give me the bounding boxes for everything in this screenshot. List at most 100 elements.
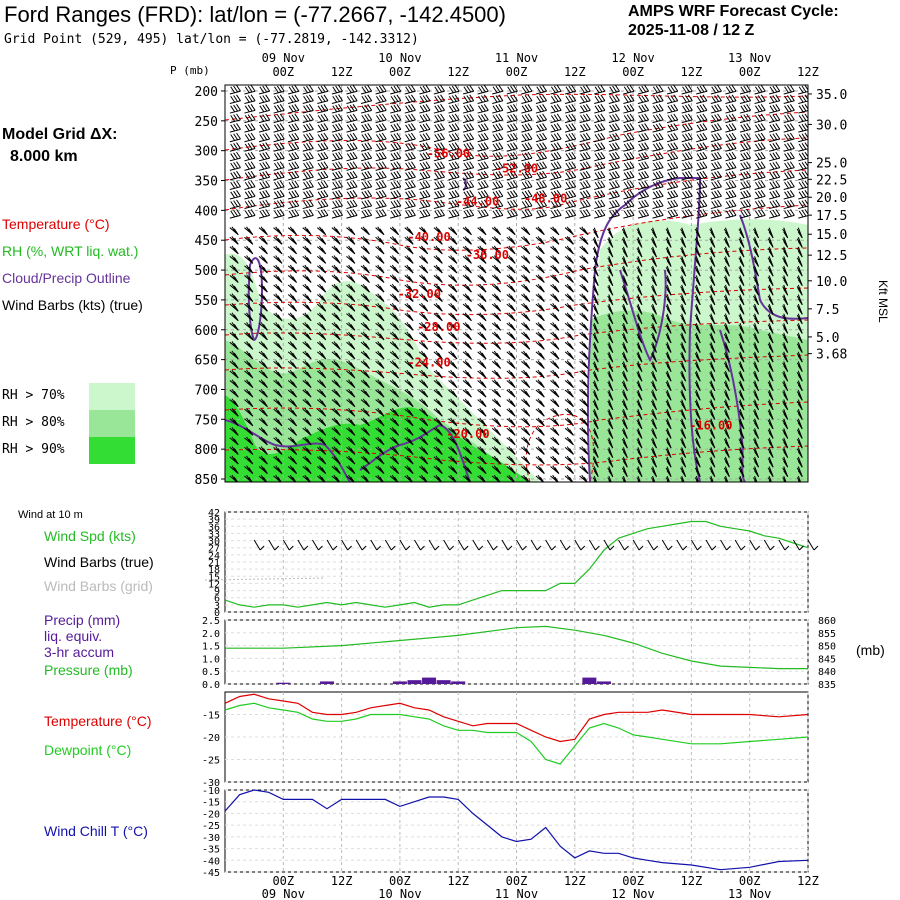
wind-barb [433,341,443,350]
wind-barb [492,195,503,200]
wind-barb-flag [333,236,339,243]
wind-barb-flag [367,104,373,111]
wind-barb-flag [665,276,671,284]
wind-barb-flag [510,123,515,131]
wind-barb [550,148,562,152]
wind-barb [535,408,545,417]
wind-barb-flag [450,388,456,396]
wind-barb-flag [492,143,498,151]
wind-barb-flag [247,123,253,131]
wind-barb-flag [510,114,515,121]
wind-barb-flag [717,170,722,178]
wind-barb-flag [636,276,642,284]
wind-barb-flag [288,191,294,199]
wind-barb-flag [687,170,693,178]
wind-barb [521,100,533,104]
wind-barb [419,167,431,171]
wind-barb [506,246,516,255]
wind-barb-flag [481,304,487,312]
wind-barb [506,380,516,388]
wind-barb-flag [523,360,528,367]
wind-barb-flag [348,322,353,329]
wind-barb-flag [304,408,310,415]
wind-barb-flag [376,124,381,132]
wind-barb-flag [338,85,343,92]
wind-barb-flag [394,266,400,274]
wind-barb [258,119,270,124]
wind-barb-flag [709,333,715,341]
wind-barb-flag [784,181,789,189]
wind-barb-flag [510,238,516,245]
wind-barb-flag [481,352,487,360]
wind-barb-flag [723,410,729,417]
wind-barb-flag [612,152,617,160]
wind-barb-flag [435,226,441,234]
wind-barb-flag [467,324,472,331]
wind-barb-flag [495,190,501,198]
wind-barb-flag [738,372,744,379]
wind-barb-flag [638,181,644,189]
wind-barb-flag [332,181,338,189]
wind-barb-flag [622,250,628,258]
wind-barb [579,418,589,427]
wind-barb-flag [580,115,585,122]
wind-barb-flag [652,432,657,439]
wind-barb-flag [364,209,370,217]
wind-barb-flag [665,419,671,427]
wind-barb-flag [292,381,297,388]
wind-barb-flag [364,171,370,179]
wind-barb-flag [508,274,514,281]
wind-barb-flag [408,95,413,102]
wind-barb-flag [682,172,687,179]
wind-barb-flag [448,201,454,208]
wind-barb-flag [539,314,545,322]
wind-barb-flag [244,86,250,93]
wind-barb-flag [539,276,545,283]
wind-barb [419,332,429,341]
wind-barb [302,186,314,190]
wind-barb-flag [262,209,268,217]
wind-barb-flag [231,255,237,262]
wind-barb [331,128,343,133]
wind-barb [448,275,458,283]
wind-barb [390,148,401,152]
wind-barb-flag [789,142,795,149]
wind-barb-flag [435,236,441,243]
wind-barb [244,275,254,283]
wind-barb [769,176,780,181]
wind-barb [492,119,503,124]
wind-barb-flag [801,190,807,198]
wind-barb-flag [437,314,443,322]
wind-barb-flag [435,436,441,444]
wind-barb-flag [425,94,431,102]
wind-barb-flag [233,400,239,407]
wind-barb-flag [274,134,279,141]
wind-barb-flag [797,288,803,296]
wind-barb [346,138,358,143]
wind-barb [462,128,474,133]
wind-barb-flag [521,210,527,218]
wind-barb-flag [289,236,295,243]
wind-barb-flag [585,170,591,178]
wind-barb-flag [717,123,722,130]
wind-barb-flag [760,94,766,102]
wind-barb-flag [496,295,502,302]
wind-barb-flag [335,324,341,331]
wind-barb-flag [379,352,385,360]
wind-barb-flag [525,343,531,350]
wind-barb-flag [421,417,426,425]
wind-barb-flag [260,436,266,444]
wind-barb-flag [524,114,530,121]
wind-barb-flag [597,162,603,169]
wind-barb-flag [365,343,370,350]
wind-barb-flag [681,384,687,392]
wind-barb [710,138,722,143]
wind-barb [477,399,487,408]
wind-barb [506,361,516,369]
wind-barb [564,294,574,303]
wind-barb-flag [376,210,381,218]
wind-barb-flag [275,255,281,262]
wind-barb-flag [277,238,283,245]
wind-barb-flag [466,114,472,121]
wind-barb [433,90,445,95]
